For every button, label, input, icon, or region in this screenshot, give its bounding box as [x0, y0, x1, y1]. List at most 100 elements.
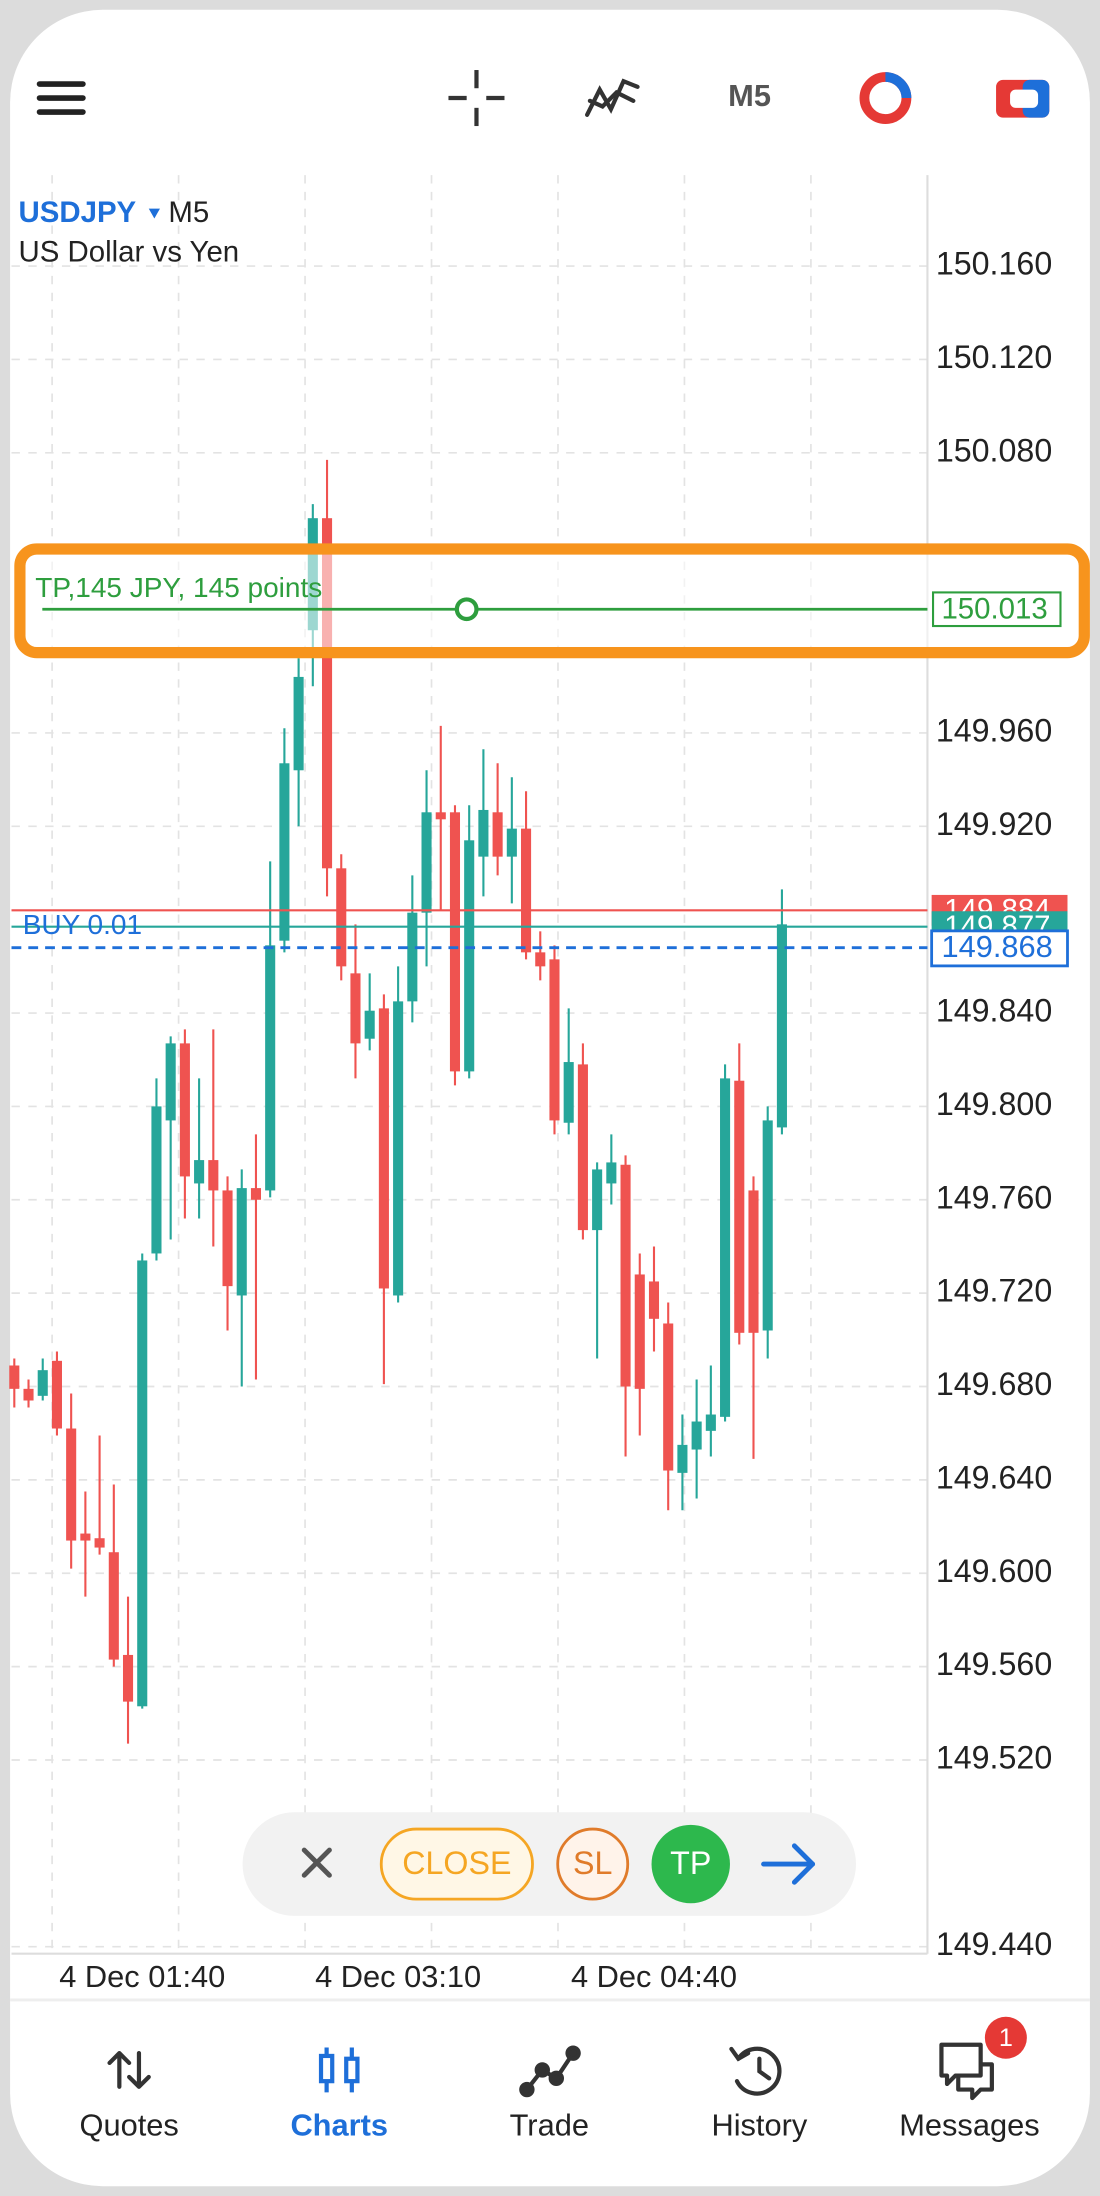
candle-body [122, 1654, 134, 1702]
symbol[interactable]: USDJPY [19, 196, 137, 229]
candle-body [521, 828, 532, 953]
candle-body [9, 1365, 20, 1389]
candle-body [549, 959, 560, 1121]
y-tick-label: 149.440 [936, 1926, 1052, 1962]
candle-body [23, 1388, 34, 1401]
candle-body [393, 1001, 404, 1296]
candle-body [179, 1043, 190, 1177]
candle-body [776, 924, 787, 1128]
candle-body [236, 1188, 247, 1296]
history-icon [729, 2046, 782, 2096]
candle-body [80, 1533, 91, 1541]
candle-body [478, 809, 489, 857]
candle-body [137, 1260, 148, 1707]
y-tick-label: 149.560 [936, 1646, 1052, 1682]
candle-body [94, 1538, 105, 1548]
candle-body [421, 812, 432, 913]
candle-body [151, 1106, 162, 1254]
y-tick-label: 149.840 [936, 993, 1052, 1029]
candle-body [705, 1414, 716, 1431]
candle-body [222, 1190, 233, 1287]
candle-body [194, 1160, 205, 1184]
chart-timeframe: M5 [168, 196, 209, 229]
bottom-nav: Quotes Charts Trade History Messages 1 [79, 2016, 1040, 2143]
candle-body [364, 1010, 375, 1039]
candle-body [620, 1164, 631, 1387]
symbol-description: US Dollar vs Yen [19, 235, 240, 268]
tp-price-box [931, 591, 1062, 628]
y-tick-label: 149.800 [936, 1086, 1052, 1122]
candle-body [108, 1552, 119, 1660]
y-tick-label: 150.120 [936, 339, 1052, 375]
close-label: CLOSE [402, 1845, 511, 1881]
candle-body [535, 952, 546, 967]
candle-body [350, 973, 361, 1044]
tp-highlight [14, 543, 1090, 659]
y-tick-label: 149.520 [936, 1739, 1052, 1775]
tp-price: 150.013 [941, 592, 1047, 625]
candle-body [208, 1160, 219, 1191]
one-click-button[interactable] [996, 79, 1050, 118]
candle-body [506, 828, 517, 857]
tp-drag-handle[interactable] [454, 597, 479, 622]
dismiss-button[interactable] [301, 1847, 332, 1878]
y-tick-label: 149.760 [936, 1179, 1052, 1215]
nav-label: Quotes [79, 2108, 178, 2143]
badge-count: 1 [999, 2024, 1013, 2052]
candle-body [634, 1274, 645, 1389]
y-tick-label: 149.960 [936, 712, 1052, 748]
candle-body [648, 1281, 660, 1319]
y-tick-label: 149.920 [936, 806, 1052, 842]
candle-body [378, 1008, 389, 1289]
candle-body [250, 1188, 262, 1200]
close-button[interactable] [379, 1827, 534, 1901]
symbol-dropdown[interactable] [148, 208, 160, 219]
candle-body [37, 1370, 48, 1396]
y-tick-label: 150.160 [936, 246, 1052, 282]
candle-body [293, 676, 304, 771]
sl-label: SL [573, 1845, 612, 1881]
nav-label: History [711, 2108, 807, 2143]
crosshair-button[interactable] [448, 70, 505, 127]
candle-body [449, 812, 461, 1072]
candle-body [663, 1323, 674, 1471]
nav-label: Trade [510, 2108, 589, 2143]
nav-label: Charts [290, 2108, 388, 2143]
candle-body [321, 518, 333, 869]
y-tick-label: 150.080 [936, 432, 1052, 468]
candle-body [279, 763, 290, 941]
message-badge [984, 2016, 1027, 2059]
candle-body [734, 1080, 745, 1333]
y-tick-label: 149.680 [936, 1366, 1052, 1402]
sl-button[interactable] [556, 1827, 630, 1901]
candle-body [492, 812, 503, 857]
y-tick-label: 149.720 [936, 1273, 1052, 1309]
x-tick-label: 4 Dec 01:40 [59, 1959, 225, 1994]
candle-body [51, 1360, 62, 1429]
quotes-icon [107, 2051, 151, 2089]
trade-icon [519, 2045, 581, 2098]
tp-button[interactable] [651, 1824, 730, 1904]
x-tick-label: 4 Dec 04:40 [571, 1959, 737, 1994]
nav-label: Messages [899, 2108, 1039, 2143]
candle-body [464, 840, 475, 1072]
candle-body [691, 1421, 702, 1450]
y-tick-label: 149.640 [936, 1459, 1052, 1495]
candle-body [407, 912, 418, 1002]
next-button[interactable] [761, 1843, 816, 1885]
candle-body [265, 945, 276, 1191]
position-price-box [930, 929, 1069, 968]
indicators-button[interactable] [585, 78, 640, 117]
trade-signals-button[interactable] [859, 72, 912, 124]
charts-icon [318, 2047, 360, 2093]
y-tick-label: 149.600 [936, 1553, 1052, 1589]
candle-body [762, 1120, 773, 1331]
candle-body [435, 812, 446, 820]
menu-button[interactable] [36, 81, 86, 115]
position-price: 149.868 [941, 929, 1052, 964]
candle-body [606, 1162, 617, 1184]
timeframe-button[interactable]: M5 [728, 78, 771, 113]
position-label[interactable]: BUY 0.01 [23, 909, 142, 940]
